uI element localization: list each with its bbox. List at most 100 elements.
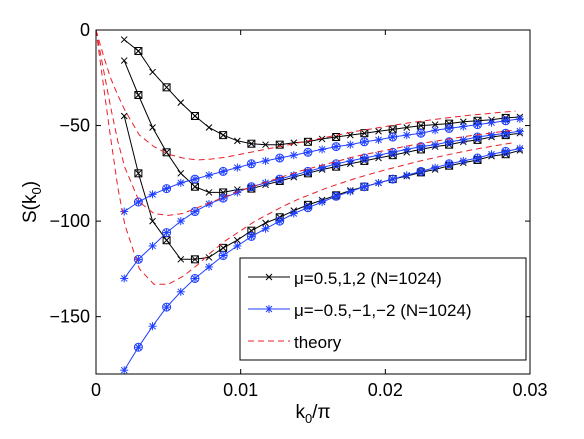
data-point [275,174,285,184]
data-point [501,146,511,156]
legend-item-negative: μ=−0.5,−1,−2 (N=1024) [248,301,472,320]
data-point [472,120,482,130]
plot-area [95,29,524,375]
legend: μ=0.5,1,2 (N=1024) μ=−0.5,−1,−2 (N=1024)… [239,257,527,361]
data-point [374,135,383,144]
data-point [360,129,369,138]
data-point [303,137,312,146]
data-point [444,159,454,169]
data-point [148,190,157,199]
data-point [149,124,156,131]
data-point [218,251,228,261]
series-negative_mu-3 [120,114,524,216]
data-point [246,182,256,192]
data-point [134,169,143,178]
data-point [487,118,496,127]
data-point [275,153,285,163]
data-point [487,150,496,159]
data-point [204,199,213,208]
data-point [190,112,199,120]
y-axis-label: S(k0) [20,181,44,223]
data-point [190,255,199,264]
data-point [431,126,440,135]
series-negative_mu-4 [120,127,524,283]
data-point [177,255,185,263]
data-point [346,140,355,149]
data-point [402,171,411,180]
data-point [275,216,285,226]
data-point [289,151,298,160]
data-point [359,137,369,147]
data-point [459,122,468,131]
legend-item-theory: theory [248,333,342,352]
data-point [262,219,269,227]
data-point [134,90,143,99]
data-point [177,99,185,106]
series-positive_mu-0 [120,36,524,149]
y-tick-label: −150 [49,307,90,327]
legend-label-positive: μ=0.5,1,2 (N=1024) [294,269,442,288]
data-point [204,262,213,271]
data-point [162,302,172,312]
x-tick-label: 0.02 [368,380,403,400]
data-point [190,174,200,184]
data-point [431,140,440,149]
data-point [402,145,411,154]
series-theory-6 [95,29,516,161]
data-point [303,147,313,157]
data-point [459,118,467,126]
data-point [346,187,355,196]
legend-item-positive: μ=0.5,1,2 (N=1024) [248,269,442,288]
data-point [134,47,143,56]
legend-label-theory: theory [294,333,342,352]
data-point [149,217,156,225]
x-tick-label: 0 [91,380,101,400]
data-point [162,228,172,238]
data-point [261,224,270,233]
data-point [148,241,157,250]
data-point [233,236,241,244]
y-tick-label: −50 [59,116,90,136]
data-point [204,171,213,180]
data-point [303,203,313,213]
data-point [219,243,228,252]
data-point [162,236,171,245]
data-point [375,127,382,135]
data-point [120,112,128,120]
data-point [487,131,496,140]
data-point [501,116,511,126]
data-point [205,189,213,196]
axis-ticks: 0 0.01 0.02 0.03 0 −50 −100 −150 [49,20,547,400]
series-line [95,29,516,285]
y-tick-label: −100 [49,211,90,231]
y-tick-label: 0 [80,20,90,40]
data-point [120,57,128,64]
data-point [515,114,524,123]
data-point [388,174,398,184]
data-point [472,153,482,163]
x-axis-label: k0/π [295,402,330,426]
data-point [431,121,439,128]
data-point [359,153,369,163]
series-theory-8 [95,29,516,285]
data-point [148,322,157,331]
data-point [431,163,440,172]
data-point [233,163,242,172]
x-tick-label: 0.03 [512,380,547,400]
x-tick-label: 0.01 [223,380,258,400]
data-point [416,142,426,152]
data-point [219,131,228,140]
data-point [359,182,369,192]
data-point [331,142,341,152]
legend-x-marker [265,273,273,281]
data-point [233,137,241,145]
data-point [177,169,185,177]
data-point [303,166,313,176]
data-point [176,217,185,226]
data-point [444,123,454,133]
data-point [388,132,398,142]
data-point [290,139,298,147]
data-point [416,166,426,176]
data-point [120,274,129,283]
